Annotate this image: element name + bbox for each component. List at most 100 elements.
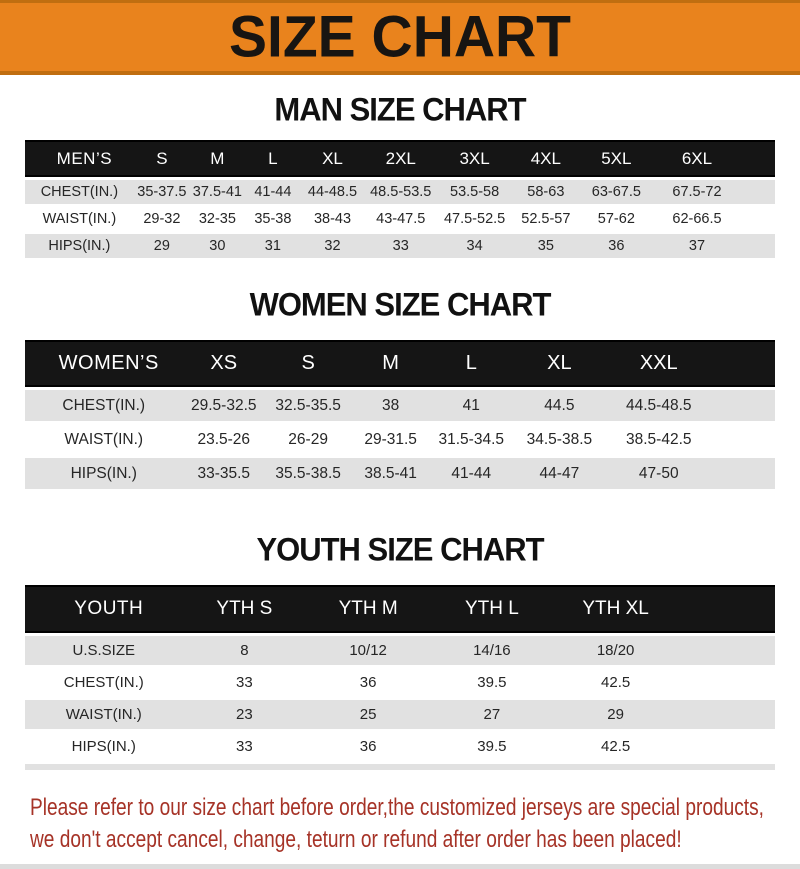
size-value: 29 [133, 234, 190, 258]
size-value: 35.5-38.5 [265, 458, 352, 489]
measurement-row: WAIST(IN.) 23 25 27 29 [25, 700, 775, 729]
size-value: 32 [301, 234, 364, 258]
size-column-header: XL [301, 140, 364, 177]
size-value: 31.5-34.5 [430, 424, 513, 455]
size-value: 37.5-41 [190, 180, 245, 204]
spacer-cell [711, 458, 775, 489]
measurement-row: HIPS(IN.) 33 36 39.5 42.5 [25, 732, 775, 761]
size-column-header: L [430, 340, 513, 387]
size-column-header: 6XL [652, 140, 742, 177]
size-value: 35-37.5 [133, 180, 190, 204]
size-value: 25 [306, 700, 430, 729]
size-value: 63-67.5 [579, 180, 653, 204]
order-disclaimer: Please refer to our size chart before or… [0, 792, 800, 856]
size-value: 53.5-58 [437, 180, 512, 204]
size-value: 37 [652, 234, 742, 258]
size-value: 26-29 [265, 424, 352, 455]
size-value: 47.5-52.5 [437, 207, 512, 231]
size-column-header: S [133, 140, 190, 177]
size-value: 38.5-42.5 [606, 424, 712, 455]
size-table: YOUTH YTH S YTH M YTH L YTH XL U.S.SIZE 8 10/12… [25, 582, 775, 764]
size-value: 32-35 [190, 207, 245, 231]
measurement-row: HIPS(IN.) 33-35.5 35.5-38.5 38.5-41 41-44 44-… [25, 458, 775, 489]
row-label: HIPS(IN.) [25, 234, 134, 258]
womens-size-table: WOMEN’S XS S M L XL XXL CHEST(IN.) 29.5-32.5 32.5… [25, 337, 775, 492]
size-value: 58-63 [511, 180, 580, 204]
size-value: 42.5 [553, 732, 678, 761]
size-column-header: 3XL [437, 140, 512, 177]
size-value: 8 [182, 636, 307, 665]
size-value: 34.5-38.5 [512, 424, 607, 455]
size-value: 43-47.5 [363, 207, 438, 231]
table-title: YOUTH [25, 585, 183, 633]
size-value: 36 [306, 668, 430, 697]
table-header-row: MEN’S S M L XL 2XL 3XL 4XL 5XL 6XL [25, 140, 775, 177]
row-label: CHEST(IN.) [25, 180, 134, 204]
size-column-header: XL [512, 340, 607, 387]
size-value: 35 [511, 234, 580, 258]
size-table: MEN’S S M L XL 2XL 3XL 4XL 5XL 6XL CHEST(IN.) 35-37… [25, 137, 775, 261]
size-value: 23.5-26 [182, 424, 265, 455]
measurement-row: U.S.SIZE 8 10/12 14/16 18/20 [25, 636, 775, 665]
spacer-cell [741, 207, 775, 231]
size-value: 33 [182, 668, 307, 697]
measurement-row: WAIST(IN.) 29-32 32-35 35-38 38-43 43-47.5 47.… [25, 207, 775, 231]
size-value: 62-66.5 [652, 207, 742, 231]
row-label: CHEST(IN.) [25, 668, 183, 697]
size-value: 33 [363, 234, 438, 258]
size-value: 41-44 [244, 180, 301, 204]
size-column-header: 4XL [511, 140, 580, 177]
size-value: 18/20 [553, 636, 678, 665]
size-column-header: YTH M [306, 585, 430, 633]
youth-size-table: YOUTH YTH S YTH M YTH L YTH XL U.S.SIZE 8 10/12… [25, 582, 775, 764]
size-column-header: 2XL [363, 140, 438, 177]
spacer-cell [711, 424, 775, 455]
size-value: 30 [190, 234, 245, 258]
measurement-row: CHEST(IN.) 33 36 39.5 42.5 [25, 668, 775, 697]
measurement-row: HIPS(IN.) 29 30 31 32 33 34 35 36 37 [25, 234, 775, 258]
measurement-row: CHEST(IN.) 29.5-32.5 32.5-35.5 38 41 44.5 44.5… [25, 390, 775, 421]
disclaimer-line-2: we don't accept cancel, change, teturn o… [30, 826, 682, 854]
size-value: 10/12 [306, 636, 430, 665]
size-column-header: L [244, 140, 301, 177]
youth-table-footer-strip [25, 764, 775, 770]
size-column-header: YTH L [430, 585, 554, 633]
measurement-row: WAIST(IN.) 23.5-26 26-29 29-31.5 31.5-34.5 34… [25, 424, 775, 455]
size-value: 41-44 [430, 458, 513, 489]
spacer-cell [677, 668, 775, 697]
size-value: 44.5-48.5 [606, 390, 712, 421]
size-column-header: YTH XL [553, 585, 678, 633]
spacer-cell [677, 700, 775, 729]
size-column-header: YTH S [182, 585, 307, 633]
spacer-cell [711, 340, 775, 387]
size-value: 42.5 [553, 668, 678, 697]
size-value: 33-35.5 [182, 458, 265, 489]
table-header-row: WOMEN’S XS S M L XL XXL [25, 340, 775, 387]
size-value: 36 [306, 732, 430, 761]
size-value: 39.5 [430, 732, 554, 761]
spacer-cell [741, 234, 775, 258]
size-value: 44-48.5 [301, 180, 364, 204]
size-value: 38 [351, 390, 430, 421]
row-label: HIPS(IN.) [25, 732, 183, 761]
size-value: 34 [437, 234, 512, 258]
measurement-row: CHEST(IN.) 35-37.5 37.5-41 41-44 44-48.5 48.5… [25, 180, 775, 204]
size-value: 29.5-32.5 [182, 390, 265, 421]
row-label: HIPS(IN.) [25, 458, 183, 489]
size-value: 41 [430, 390, 513, 421]
size-column-header: XS [182, 340, 265, 387]
size-value: 33 [182, 732, 307, 761]
size-value: 44-47 [512, 458, 607, 489]
youth-size-chart-heading: YOUTH SIZE CHART [256, 531, 544, 568]
size-chart-banner: SIZE CHART [0, 0, 800, 75]
size-table: WOMEN’S XS S M L XL XXL CHEST(IN.) 29.5-32.5 32.5… [25, 337, 775, 492]
row-label: WAIST(IN.) [25, 207, 134, 231]
man-size-chart-heading: MAN SIZE CHART [274, 91, 526, 128]
spacer-cell [741, 180, 775, 204]
row-label: U.S.SIZE [25, 636, 183, 665]
table-title: MEN’S [25, 140, 134, 177]
disclaimer-line-1: Please refer to our size chart before or… [30, 794, 764, 821]
size-value: 31 [244, 234, 301, 258]
size-column-header: S [265, 340, 352, 387]
spacer-cell [677, 732, 775, 761]
